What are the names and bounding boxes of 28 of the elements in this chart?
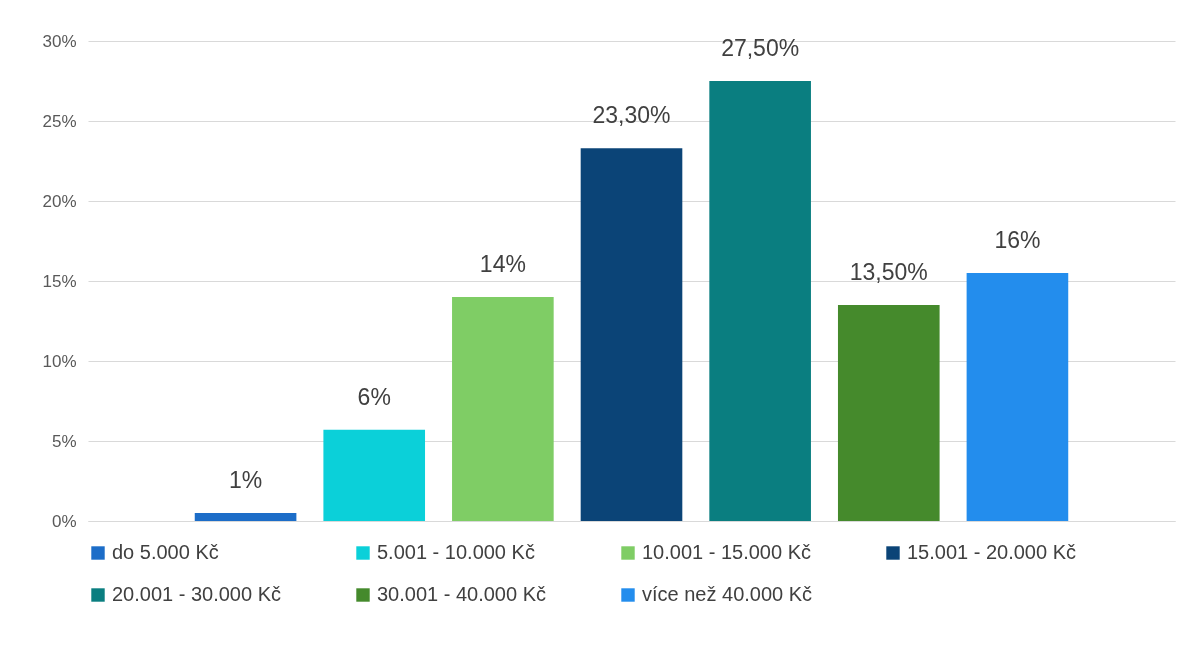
bar	[837, 305, 940, 521]
legend-label: 15.001 - 20.000 Kč	[907, 541, 1077, 563]
bar	[580, 148, 683, 521]
y-tick-label: 15%	[42, 271, 77, 291]
bar	[323, 429, 426, 521]
bar	[966, 273, 1069, 521]
y-tick-label: 10%	[42, 351, 77, 371]
legend-label: 10.001 - 15.000 Kč	[642, 541, 812, 563]
bar	[709, 81, 811, 521]
data-label: 27,50%	[721, 35, 800, 61]
data-label: 23,30%	[592, 102, 671, 129]
legend-label: více než 40.000 Kč	[642, 583, 813, 605]
data-label: 6%	[357, 383, 391, 410]
y-tick-label: 5%	[51, 431, 77, 451]
data-label: 13,50%	[849, 259, 928, 285]
data-label: 16%	[994, 227, 1041, 253]
legend-label: 5.001 - 10.000 Kč	[377, 541, 535, 563]
legend-label: 20.001 - 30.000 Kč	[112, 583, 282, 605]
y-tick-label: 25%	[42, 111, 77, 131]
y-tick-label: 30%	[42, 31, 77, 51]
bar	[452, 297, 554, 521]
legend-label: do 5.000 Kč	[112, 541, 219, 563]
data-label: 1%	[228, 467, 263, 493]
y-tick-label: 20%	[42, 191, 77, 211]
bar	[194, 513, 297, 521]
data-label: 14%	[479, 251, 526, 277]
legend-label: 30.001 - 40.000 Kč	[377, 583, 547, 605]
y-tick-label: 0%	[51, 511, 77, 531]
